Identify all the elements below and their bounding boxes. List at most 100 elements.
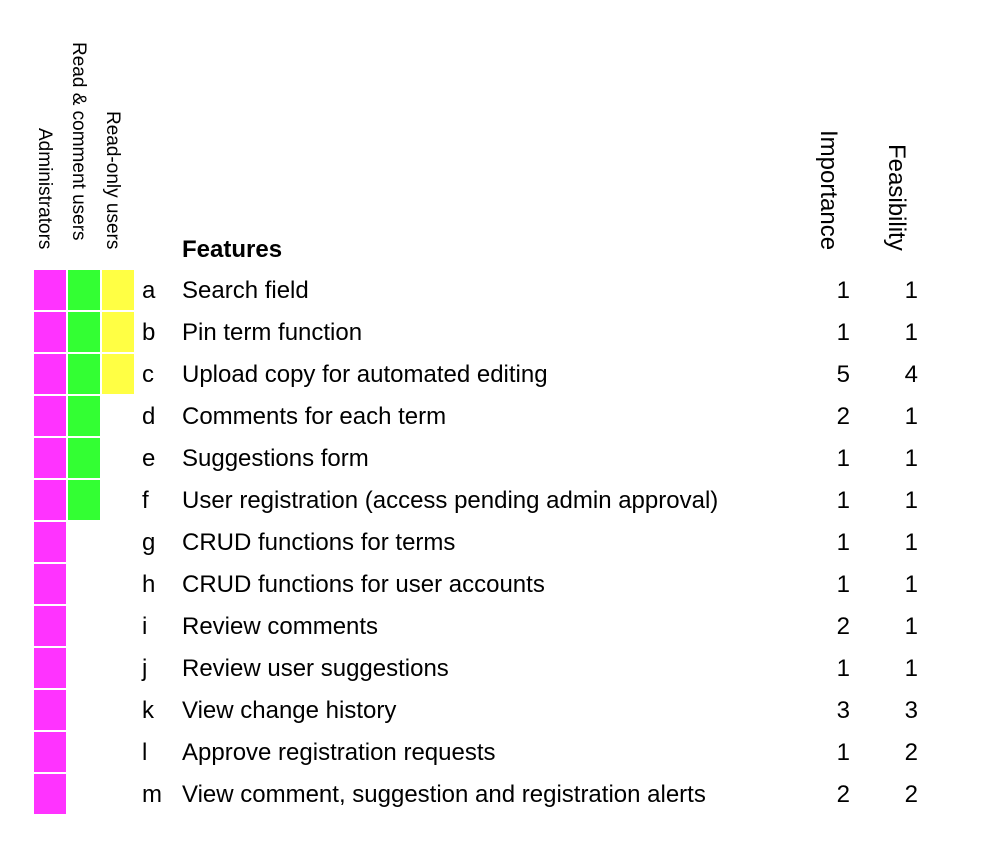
feature-name: Suggestions form [182,445,369,472]
read-only-access-cell [102,606,134,646]
read-comment-access-cell [68,396,100,436]
feasibility-value: 3 [904,697,918,724]
row-letter: e [142,445,156,472]
administrators-access-cell [34,648,66,688]
administrators-access-cell [34,564,66,604]
feature-name: User registration (access pending admin … [182,487,719,514]
importance-value: 1 [836,571,850,598]
feasibility-value: 1 [904,529,918,556]
administrators-access-cell [34,732,66,772]
feature-name: CRUD functions for user accounts [182,571,545,598]
read-comment-access-cell [68,354,100,394]
feature-name: View change history [182,697,397,724]
read-comment-access-cell [68,690,100,730]
importance-value: 5 [836,361,850,388]
row-letter: j [142,655,148,682]
read-comment-access-cell [68,732,100,772]
read-only-access-cell [102,648,134,688]
administrators-access-cell [34,522,66,562]
administrators-access-cell [34,270,66,310]
administrators-access-cell [34,396,66,436]
read-only-access-cell [102,480,134,520]
row-letter: d [142,403,156,430]
feasibility-value: 2 [904,739,918,766]
read-comment-access-cell [68,606,100,646]
read-only-access-cell [102,396,134,436]
read-only-access-cell [102,270,134,310]
table-row: m View comment, suggestion and registrati… [0,774,982,816]
table-row: f User registration (access pending admin… [0,480,982,522]
table-row: h CRUD functions for user accounts 1 1 [0,564,982,606]
table-row: k View change history 3 3 [0,690,982,732]
row-letter: l [142,739,148,766]
administrators-access-cell [34,354,66,394]
row-letter: g [142,529,156,556]
importance-value: 1 [836,655,850,682]
read-comment-access-cell [68,438,100,478]
feature-name: Review comments [182,613,379,640]
feasibility-value: 1 [904,403,918,430]
read-comment-users-column-header: Read & comment users [68,42,89,241]
feature-name: Pin term function [182,319,363,346]
importance-value: 2 [836,781,850,808]
row-letter: m [142,781,162,808]
read-comment-access-cell [68,480,100,520]
row-letter: a [142,277,156,304]
read-only-access-cell [102,312,134,352]
table-row: c Upload copy for automated editing 5 4 [0,354,982,396]
read-only-users-column-header: Read-only users [102,111,123,250]
read-only-access-cell [102,354,134,394]
row-letter: c [142,361,154,388]
feature-table: a Search field 1 1 b Pin term function 1 1 c Uplo… [0,270,982,816]
administrators-access-cell [34,606,66,646]
feasibility-value: 4 [904,361,918,388]
feature-name: Review user suggestions [182,655,449,682]
administrators-access-cell [34,480,66,520]
read-comment-access-cell [68,270,100,310]
read-comment-access-cell [68,312,100,352]
importance-column-header: Importance [815,130,842,251]
importance-value: 3 [836,697,850,724]
feasibility-column-header: Feasibility [883,144,910,251]
read-comment-access-cell [68,648,100,688]
feasibility-value: 1 [904,277,918,304]
row-letter: b [142,319,156,346]
read-comment-access-cell [68,564,100,604]
feature-name: Comments for each term [182,403,447,430]
table-row: j Review user suggestions 1 1 [0,648,982,690]
row-letter: k [142,697,154,724]
read-only-access-cell [102,690,134,730]
feature-name: CRUD functions for terms [182,529,456,556]
table-row: a Search field 1 1 [0,270,982,312]
feature-name: Approve registration requests [182,739,496,766]
feature-name: View comment, suggestion and registratio… [182,781,706,808]
importance-value: 1 [836,445,850,472]
read-comment-access-cell [68,774,100,814]
administrators-column-header: Administrators [34,128,55,250]
features-heading: Features [182,236,283,263]
feasibility-value: 1 [904,655,918,682]
feasibility-value: 1 [904,319,918,346]
read-only-access-cell [102,774,134,814]
table-row: d Comments for each term 2 1 [0,396,982,438]
row-letter: f [142,487,149,514]
read-comment-access-cell [68,522,100,562]
feasibility-value: 1 [904,571,918,598]
importance-value: 1 [836,739,850,766]
row-letter: i [142,613,148,640]
read-only-access-cell [102,564,134,604]
administrators-access-cell [34,774,66,814]
table-row: e Suggestions form 1 1 [0,438,982,480]
table-row: b Pin term function 1 1 [0,312,982,354]
table-row: i Review comments 2 1 [0,606,982,648]
importance-value: 1 [836,529,850,556]
read-only-access-cell [102,732,134,772]
table-row: g CRUD functions for terms 1 1 [0,522,982,564]
feature-name: Upload copy for automated editing [182,361,548,388]
importance-value: 1 [836,487,850,514]
administrators-access-cell [34,312,66,352]
importance-value: 2 [836,403,850,430]
importance-value: 2 [836,613,850,640]
row-letter: h [142,571,156,598]
read-only-access-cell [102,438,134,478]
